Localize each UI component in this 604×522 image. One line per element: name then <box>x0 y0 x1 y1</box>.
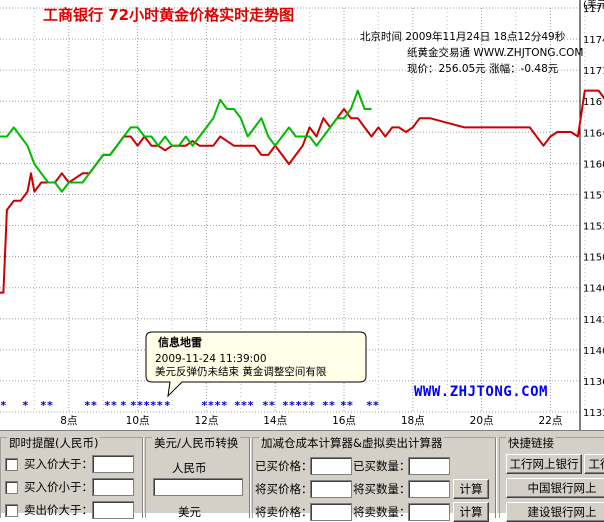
ccb-online-link[interactable]: 建设银行网上 <box>506 502 604 522</box>
bottom-panel: 即时提醒(人民币) 买入价大于： 买入价小于： 卖出价大于： 美元/人民币转换 … <box>0 430 604 522</box>
sell-above-row: 卖出价大于： <box>5 500 134 520</box>
news-star-marker[interactable]: ** <box>340 399 353 412</box>
news-star-marker[interactable]: * <box>120 399 127 412</box>
to-buy-price-input[interactable] <box>310 480 352 498</box>
buy-above-label: 买入价大于： <box>24 457 93 471</box>
y-tick-label: 1174 <box>583 35 604 46</box>
x-tick-label: 14点 <box>263 415 287 427</box>
price-alert-title: 即时提醒(人民币) <box>7 436 101 450</box>
y-tick-label: 1153 <box>583 222 604 233</box>
calc-sell-button[interactable]: 计算 <box>453 502 489 522</box>
price-alert-group: 即时提醒(人民币) 买入价大于： 买入价小于： 卖出价大于： <box>0 436 144 520</box>
currency-convert-group: 美元/人民币转换 人民币 美元 <box>145 436 251 519</box>
price-line-red <box>0 89 604 294</box>
info-tooltip[interactable]: 信息地雷 2009-11-24 11:39:00 美元反弹仍未结束 黄金调整空间… <box>145 331 367 398</box>
news-star-marker[interactable]: *** <box>234 399 254 412</box>
chart-grid <box>0 0 586 430</box>
to-sell-price-input[interactable] <box>310 503 352 521</box>
tooltip-title: 信息地雷 <box>158 335 202 349</box>
icbc-online-link[interactable]: 工行网上银行 <box>506 454 582 474</box>
news-star-marker[interactable]: ** <box>104 399 117 412</box>
news-star-marker[interactable]: ** <box>262 399 275 412</box>
x-tick-label: 10点 <box>126 415 150 427</box>
y-tick-label: 1157 <box>583 190 604 201</box>
to-sell-price-label: 将卖价格： <box>255 505 313 519</box>
news-star-marker[interactable]: ** <box>84 399 97 412</box>
news-star-marker[interactable]: ***** <box>282 399 315 412</box>
buy-above-row: 买入价大于： <box>5 454 134 474</box>
buy-below-input[interactable] <box>92 478 134 496</box>
bought-price-label: 已买价格： <box>255 459 313 473</box>
x-tick-label: 8点 <box>60 415 77 427</box>
beijing-time: 北京时间 2009年11月24日 18点12分49秒 <box>360 30 566 43</box>
y-tick-label: 1164 <box>583 128 604 139</box>
news-star-marker[interactable]: ** <box>40 399 53 412</box>
x-axis-labels: 8点10点12点14点16点18点20点22点0点 <box>60 415 562 427</box>
quick-links-group: 快捷链接 工行网上银行 工行 中国银行网上 建设银行网上 <box>499 436 604 522</box>
chart-title: 工商银行 72小时黄金价格实时走势图 <box>43 6 294 24</box>
y-tick-label: 1167 <box>583 97 604 108</box>
bought-qty-input[interactable] <box>408 457 450 475</box>
sell-above-checkbox[interactable] <box>5 503 18 517</box>
y-tick-label: 1177 <box>583 4 604 15</box>
x-tick-label: 22点 <box>538 415 562 427</box>
cost-calculator-group: 加减仓成本计算器&虚拟卖出计算器 已买价格： 已买数量： 将买价格： 将买数量：… <box>252 436 497 522</box>
boc-online-link[interactable]: 中国银行网上 <box>506 478 604 498</box>
y-tick-label: 1160 <box>583 159 604 170</box>
sell-above-label: 卖出价大于： <box>24 503 93 517</box>
tooltip-time: 2009-11-24 11:39:00 <box>155 353 267 365</box>
to-sell-qty-input[interactable] <box>408 503 450 521</box>
news-star-marker[interactable]: ** <box>322 399 335 412</box>
news-star-marker[interactable]: ** <box>366 399 379 412</box>
y-tick-label: 1140 <box>583 346 604 357</box>
buy-below-row: 买入价小于： <box>5 477 134 497</box>
news-markers: * * ** ** ** * ***** * **** *** ** ***** ** ** ** <box>0 399 379 412</box>
site-name: 纸黄金交易通 WWW.ZHJTONG.COM <box>407 46 583 59</box>
y-tick-label: 1150 <box>583 253 604 264</box>
icbc-link-2[interactable]: 工行 <box>584 454 604 474</box>
news-star-marker[interactable]: **** <box>201 399 228 412</box>
calc-buy-button[interactable]: 计算 <box>453 479 489 499</box>
x-tick-label: 12点 <box>194 415 218 427</box>
y-tick-label: 1136 <box>583 377 604 388</box>
x-tick-label: 20点 <box>470 415 494 427</box>
news-star-marker[interactable]: ***** <box>130 399 163 412</box>
tooltip-text: 美元反弹仍未结束 黄金调整空间有限 <box>155 365 327 378</box>
y-tick-label: 1146 <box>583 284 604 295</box>
buy-below-checkbox[interactable] <box>5 480 18 494</box>
rmb-label: 人民币 <box>172 461 207 475</box>
to-buy-qty-label: 将买数量： <box>353 482 411 496</box>
usd-label: 美元 <box>178 505 201 519</box>
chart-series <box>0 89 604 294</box>
to-buy-qty-input[interactable] <box>408 480 450 498</box>
news-star-marker[interactable]: * <box>22 399 29 412</box>
watermark: WWW.ZHJTONG.COM <box>414 384 548 400</box>
news-star-marker[interactable]: * <box>0 399 7 412</box>
y-axis-unit: (美元 <box>583 0 604 11</box>
y-tick-label: 1143 <box>583 315 604 326</box>
x-tick-label: 18点 <box>401 415 425 427</box>
current-price: 现价：256.05元 涨幅：-0.48元 <box>407 62 559 75</box>
buy-below-label: 买入价小于： <box>24 480 93 494</box>
currency-convert-title: 美元/人民币转换 <box>152 436 241 450</box>
cost-calculator-title: 加减仓成本计算器&虚拟卖出计算器 <box>259 436 445 450</box>
price-line-green <box>0 89 372 193</box>
y-tick-label: 1133 <box>583 408 604 419</box>
rmb-input[interactable] <box>153 478 243 496</box>
quick-links-title: 快捷链接 <box>506 436 556 450</box>
bought-qty-label: 已买数量： <box>353 459 411 473</box>
sell-above-input[interactable] <box>92 501 134 519</box>
bought-price-input[interactable] <box>310 457 352 475</box>
to-buy-price-label: 将买价格： <box>255 482 313 496</box>
buy-above-checkbox[interactable] <box>5 457 18 471</box>
buy-above-input[interactable] <box>92 455 134 473</box>
news-star-marker[interactable]: * <box>164 399 171 412</box>
to-sell-qty-label: 将卖数量： <box>353 505 411 519</box>
x-tick-label: 16点 <box>332 415 356 427</box>
